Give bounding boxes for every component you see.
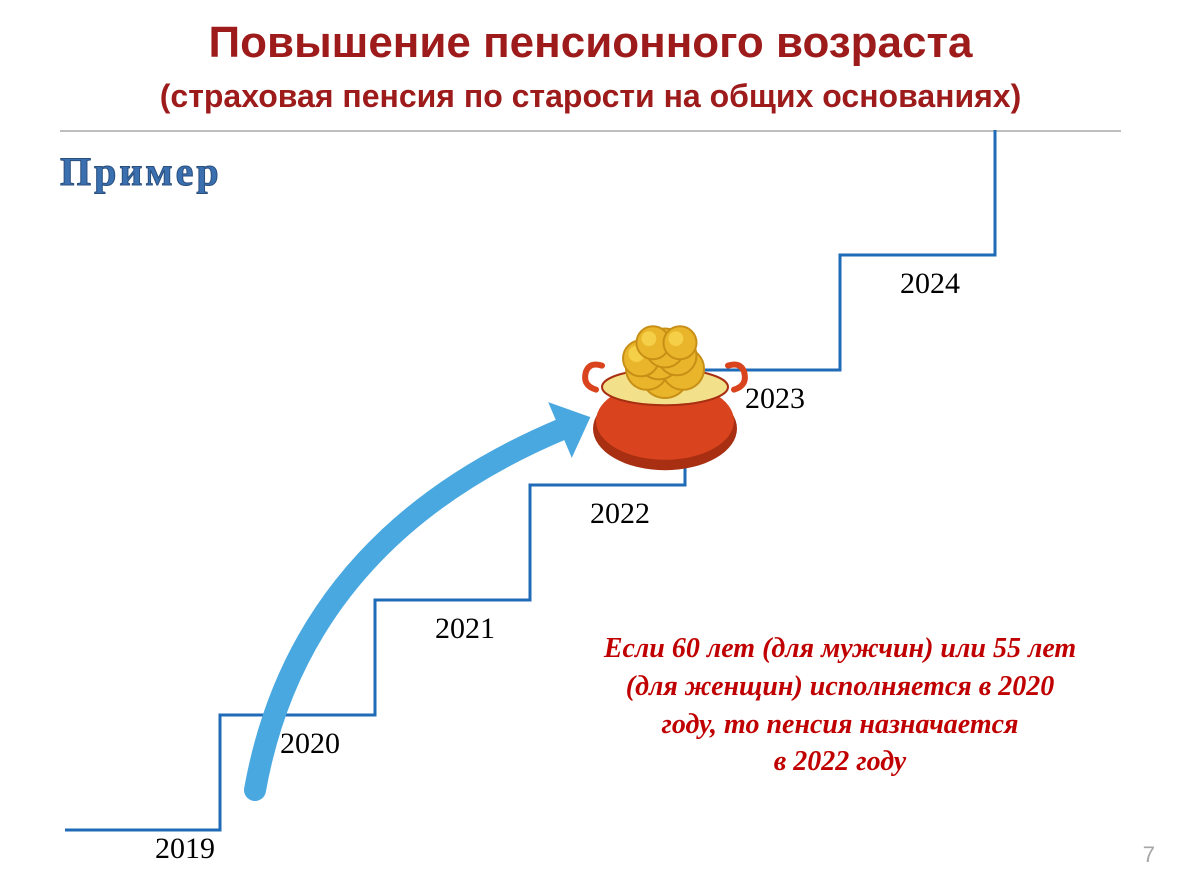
step-label-2019: 2019 xyxy=(155,832,215,866)
page-number: 7 xyxy=(1143,842,1155,868)
step-label-2023: 2023 xyxy=(745,382,805,416)
coin-purse-icon xyxy=(585,326,745,470)
step-label-2020: 2020 xyxy=(280,727,340,761)
step-label-2021: 2021 xyxy=(435,612,495,646)
step-label-2022: 2022 xyxy=(590,497,650,531)
step-label-2024: 2024 xyxy=(900,267,960,301)
annotation-text: Если 60 лет (для мужчин) или 55 лет(для … xyxy=(560,630,1120,781)
